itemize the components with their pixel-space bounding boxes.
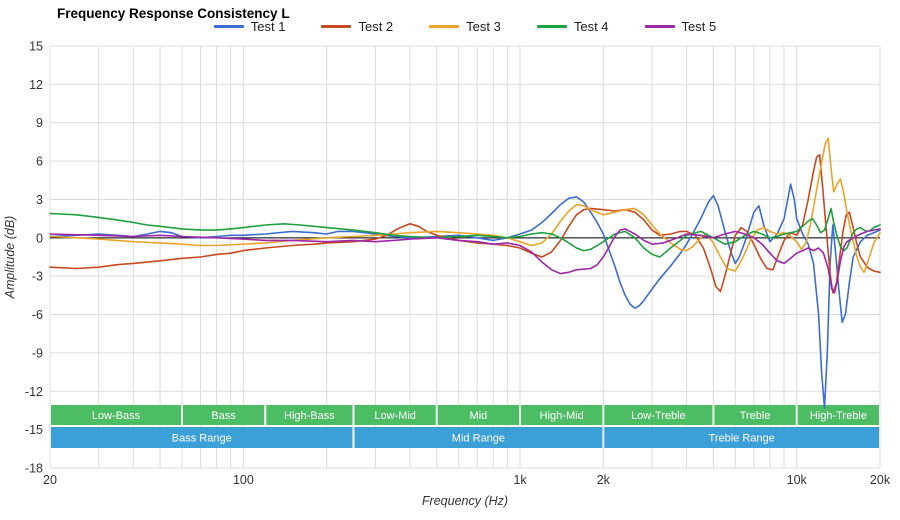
sub-band-bass (183, 405, 265, 425)
sub-band-high-bass-label: High-Bass (284, 410, 335, 422)
legend-label: Test 2 (358, 19, 394, 34)
legend-item-test-2[interactable]: Test 2 (321, 19, 393, 34)
legend-swatch-icon (429, 25, 460, 28)
legend-label: Test 3 (466, 19, 501, 34)
sub-band-high-mid-label: High-Mid (540, 410, 584, 422)
main-band-bass-range (51, 427, 353, 448)
y-tick-label: 3 (36, 193, 43, 207)
legend-swatch-icon (536, 25, 567, 28)
sub-band-low-mid-label: Low-Mid (374, 410, 416, 422)
sub-band-high-treble (797, 405, 879, 425)
legend-label: Test 5 (681, 19, 717, 34)
main-band-treble-range-label: Treble Range (709, 433, 775, 445)
sub-band-high-treble-label: High-Treble (810, 410, 867, 422)
legend-item-test-5[interactable]: Test 5 (644, 19, 717, 34)
main-band-mid-range-label: Mid Range (452, 433, 505, 445)
sub-band-low-mid (354, 405, 436, 425)
series-line-1 (49, 183, 881, 409)
y-tick-label: -6 (32, 308, 43, 322)
series-line-2 (49, 153, 881, 294)
x-axis-label: Frequency (Hz) (422, 494, 508, 508)
main-band-mid-range (354, 427, 603, 448)
sub-band-low-treble (604, 405, 713, 425)
y-tick-label: -15 (25, 423, 43, 437)
sub-band-low-bass-label: Low-Bass (92, 410, 141, 422)
main-band-treble-range (604, 427, 879, 448)
x-tick-label: 1k (513, 473, 527, 487)
sub-band-low-bass (51, 405, 182, 425)
y-tick-label: 0 (36, 231, 43, 245)
legend-swatch-icon (321, 25, 352, 28)
sub-band-treble (714, 405, 796, 425)
legend-label: Test 4 (573, 19, 609, 34)
y-tick-label: 15 (29, 40, 43, 54)
series-line-4 (49, 207, 881, 258)
x-tick-label: 20k (870, 473, 891, 487)
y-tick-label: -9 (32, 346, 43, 360)
sub-band-treble-label: Treble (740, 410, 771, 422)
sub-band-mid (437, 405, 520, 425)
series-line-5 (49, 228, 881, 294)
y-tick-label: -3 (32, 270, 43, 284)
x-tick-label: 10k (787, 473, 808, 487)
legend-item-test-3[interactable]: Test 3 (429, 19, 501, 34)
legend-swatch-icon (213, 25, 244, 28)
x-tick-label: 20 (43, 473, 57, 487)
y-tick-label: 6 (36, 155, 43, 169)
sub-band-high-bass (266, 405, 353, 425)
legend: Test 1 Test 2 Test 3 Test 4 Test 5 (50, 19, 880, 34)
sub-band-high-mid (521, 405, 603, 425)
x-tick-label: 2k (597, 473, 611, 487)
y-tick-label: -18 (25, 462, 43, 476)
series-line-3 (49, 137, 881, 274)
legend-item-test-4[interactable]: Test 4 (536, 19, 609, 34)
legend-item-test-1[interactable]: Test 1 (213, 19, 286, 34)
x-tick-label: 100 (233, 473, 254, 487)
main-band-bass-range-label: Bass Range (172, 433, 232, 445)
y-axis-label: Amplitude (dB) (3, 216, 17, 300)
sub-band-bass-label: Bass (211, 410, 236, 422)
sub-band-low-treble-label: Low-Treble (631, 410, 686, 422)
y-tick-label: -12 (25, 385, 43, 399)
sub-band-mid-label: Mid (470, 410, 488, 422)
chart-title: Frequency Response Consistency L (57, 6, 290, 21)
y-tick-label: 9 (36, 116, 43, 130)
legend-swatch-icon (644, 25, 675, 28)
legend-label: Test 1 (250, 19, 286, 34)
y-tick-label: 12 (29, 78, 43, 92)
